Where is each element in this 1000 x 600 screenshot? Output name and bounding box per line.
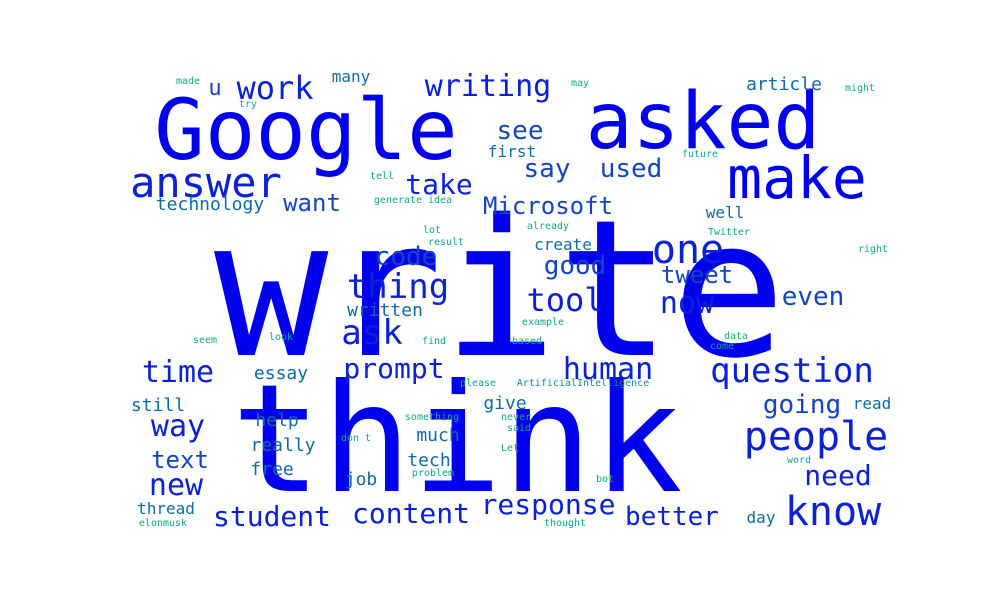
cloud-word: tell <box>369 171 395 182</box>
cloud-word: write <box>214 179 786 400</box>
cloud-word: might <box>844 83 876 94</box>
cloud-word: good <box>543 251 607 281</box>
cloud-word: ask <box>341 313 403 353</box>
cloud-word: used <box>599 154 663 184</box>
cloud-word: new <box>148 468 204 503</box>
cloud-word: asked <box>585 77 821 167</box>
cloud-word: now <box>659 286 715 321</box>
cloud-word: written <box>347 300 423 321</box>
cloud-word: question <box>710 351 874 391</box>
cloud-word: create <box>534 235 592 254</box>
cloud-word: say <box>523 154 571 184</box>
cloud-word: much <box>416 425 460 446</box>
cloud-word: first <box>487 142 537 161</box>
cloud-word: free <box>250 459 294 480</box>
cloud-word: generate <box>373 195 423 206</box>
cloud-word: way <box>150 409 206 444</box>
cloud-word: day <box>746 508 776 527</box>
cloud-word: answer <box>130 158 282 207</box>
cloud-word: going <box>762 390 842 420</box>
cloud-word: try <box>238 99 258 110</box>
cloud-word: Twitter <box>707 227 751 238</box>
cloud-word: tweet <box>660 261 734 289</box>
cloud-word: tech <box>407 450 451 471</box>
cloud-word: think <box>231 353 683 527</box>
cloud-word: text <box>151 446 209 474</box>
cloud-word: ArtificialIntelligence <box>516 378 650 389</box>
cloud-word: find <box>421 336 447 347</box>
cloud-word: one <box>651 227 725 273</box>
cloud-word: content <box>351 497 471 530</box>
cloud-word: Microsoft <box>482 192 614 220</box>
cloud-word: even <box>781 282 845 312</box>
cloud-word: something <box>404 412 460 423</box>
cloud-word: code <box>374 242 438 272</box>
cloud-word: tool <box>526 281 604 319</box>
cloud-word: student <box>212 500 332 533</box>
cloud-word: already <box>526 221 570 232</box>
cloud-word: really <box>250 435 316 456</box>
cloud-word: seem <box>192 335 218 346</box>
cloud-word: data <box>723 331 749 342</box>
cloud-word: word <box>786 455 812 466</box>
cloud-word: want <box>283 189 341 217</box>
cloud-word: future <box>681 149 719 160</box>
cloud-word: see <box>496 116 544 146</box>
cloud-word: please <box>459 378 497 389</box>
cloud-word: made <box>175 76 201 87</box>
cloud-word: help <box>255 410 299 431</box>
cloud-word: writing <box>424 69 552 104</box>
cloud-word: u <box>208 76 222 101</box>
cloud-word: come <box>709 341 735 352</box>
cloud-word: response <box>480 488 616 521</box>
cloud-word: don t <box>340 433 372 444</box>
cloud-word: example <box>521 317 565 328</box>
cloud-word: thing <box>346 267 450 307</box>
cloud-word: lot <box>422 225 442 236</box>
cloud-word: look <box>268 332 294 343</box>
cloud-word: job <box>344 469 378 490</box>
cloud-word: said <box>506 423 532 434</box>
cloud-word: never <box>500 412 532 423</box>
cloud-word: read <box>852 394 892 413</box>
cloud-word: people <box>743 414 889 460</box>
cloud-word: time <box>141 355 215 390</box>
cloud-word: many <box>331 67 371 86</box>
cloud-word: based <box>511 336 543 347</box>
cloud-word: better <box>625 502 719 532</box>
cloud-word: human <box>562 352 654 387</box>
cloud-word: problem <box>411 468 455 479</box>
cloud-word: bot <box>595 474 615 485</box>
cloud-word: prompt <box>343 352 445 385</box>
cloud-word: idea <box>427 195 453 206</box>
cloud-word: give <box>483 393 527 414</box>
cloud-word: still <box>130 395 186 416</box>
cloud-word: may <box>570 78 590 89</box>
cloud-word: Let <box>500 443 520 454</box>
cloud-word: article <box>746 74 822 95</box>
cloud-word: elonmusk <box>138 518 188 529</box>
cloud-word: Google <box>154 81 458 179</box>
cloud-word: need <box>804 459 872 492</box>
cloud-word: take <box>405 168 473 201</box>
cloud-word: work <box>236 69 314 107</box>
cloud-word: technology <box>155 194 265 215</box>
cloud-word: know <box>784 489 882 535</box>
cloud-word: result <box>427 237 465 248</box>
cloud-word: well <box>705 203 745 222</box>
cloud-word: thought <box>543 518 587 529</box>
cloud-word: make <box>727 144 867 212</box>
cloud-word: thread <box>137 499 195 518</box>
cloud-word: right <box>857 244 889 255</box>
cloud-word: essay <box>253 363 309 384</box>
